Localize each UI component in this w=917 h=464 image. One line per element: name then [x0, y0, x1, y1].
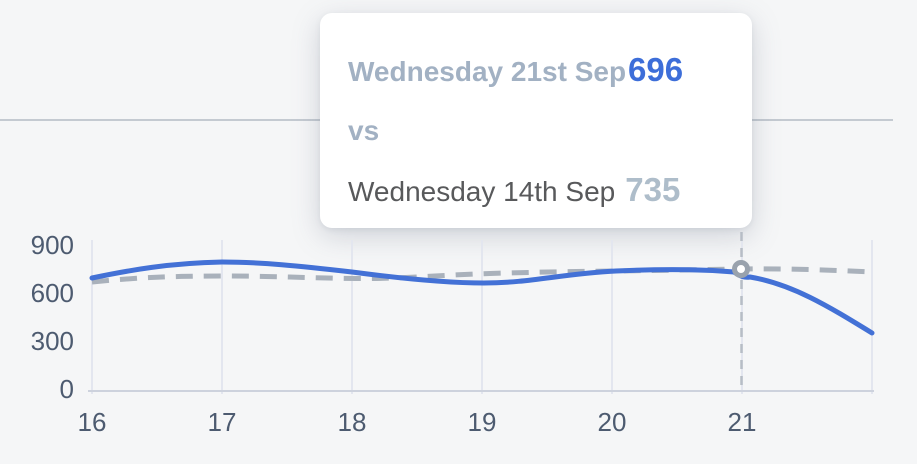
tooltip-previous-row: Wednesday 14th Sep 735 [348, 163, 752, 224]
chart-tooltip: Wednesday 21st Sep696 vs Wednesday 14th … [320, 13, 752, 228]
tooltip-vs-label: vs [348, 115, 380, 146]
x-axis-tick-label: 19 [468, 407, 497, 437]
y-axis-tick-label: 900 [31, 230, 74, 260]
y-axis-tick-label: 600 [31, 278, 74, 308]
x-axis-tick-label: 17 [208, 407, 237, 437]
y-axis-tick-label: 300 [31, 326, 74, 356]
current-week-line [89, 259, 875, 336]
tooltip-current-label: Wednesday 21st Sep [348, 56, 627, 87]
tooltip-current-value: 696 [628, 51, 684, 88]
x-axis-tick-label: 16 [78, 407, 107, 437]
tooltip-previous-value: 735 [625, 171, 681, 208]
hover-marker[interactable] [732, 260, 750, 278]
x-axis-tick-label: 18 [338, 407, 367, 437]
comparison-line-chart[interactable]: 900 600 300 0 16 17 18 19 20 21 [0, 230, 917, 459]
y-axis-tick-label: 0 [60, 374, 74, 404]
tooltip-vs-row: vs [348, 104, 752, 163]
tooltip-current-row: Wednesday 21st Sep696 [348, 43, 752, 104]
x-axis-tick-label: 20 [598, 407, 627, 437]
x-axis-tick-label: 21 [728, 407, 757, 437]
chart-canvas[interactable]: 900 600 300 0 16 17 18 19 20 21 [0, 230, 917, 459]
tooltip-previous-label: Wednesday 14th Sep [348, 176, 616, 207]
